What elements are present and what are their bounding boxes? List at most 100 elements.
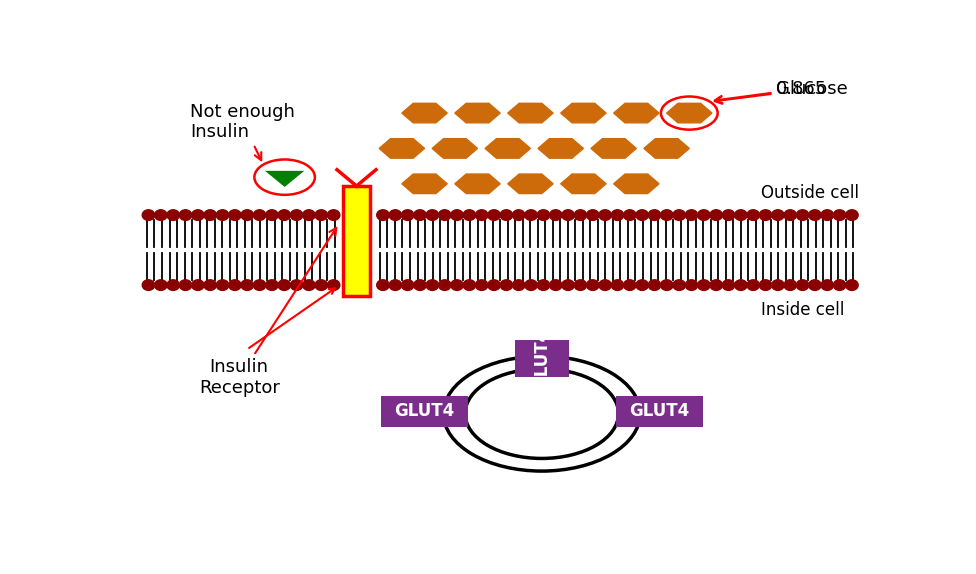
Ellipse shape <box>698 210 711 220</box>
Ellipse shape <box>562 280 574 290</box>
Ellipse shape <box>180 210 191 220</box>
Polygon shape <box>485 139 531 158</box>
Polygon shape <box>591 139 636 158</box>
Ellipse shape <box>537 280 549 290</box>
Ellipse shape <box>142 280 155 290</box>
Polygon shape <box>644 139 689 158</box>
Ellipse shape <box>488 210 501 220</box>
Ellipse shape <box>574 210 587 220</box>
Bar <box>616 395 703 427</box>
Ellipse shape <box>438 210 451 220</box>
Ellipse shape <box>611 280 624 290</box>
Ellipse shape <box>228 280 241 290</box>
Bar <box>381 395 468 427</box>
Polygon shape <box>667 103 712 123</box>
Text: Glucose: Glucose <box>714 80 848 104</box>
Ellipse shape <box>562 210 574 220</box>
Polygon shape <box>402 103 447 123</box>
Ellipse shape <box>290 280 303 290</box>
Ellipse shape <box>191 210 204 220</box>
Ellipse shape <box>414 280 427 290</box>
Ellipse shape <box>290 210 303 220</box>
Polygon shape <box>508 174 553 193</box>
Ellipse shape <box>525 210 538 220</box>
Bar <box>144 210 856 290</box>
Text: GLUT4: GLUT4 <box>533 328 550 389</box>
Ellipse shape <box>672 280 685 290</box>
Polygon shape <box>432 139 477 158</box>
Ellipse shape <box>772 210 784 220</box>
Ellipse shape <box>500 280 512 290</box>
Ellipse shape <box>167 280 180 290</box>
Ellipse shape <box>624 210 636 220</box>
Ellipse shape <box>587 210 599 220</box>
Polygon shape <box>379 139 425 158</box>
Ellipse shape <box>648 210 661 220</box>
Ellipse shape <box>672 210 685 220</box>
Ellipse shape <box>241 280 254 290</box>
Ellipse shape <box>772 280 784 290</box>
Ellipse shape <box>327 210 340 220</box>
Text: GLUT4: GLUT4 <box>629 402 689 420</box>
Polygon shape <box>455 103 501 123</box>
Ellipse shape <box>710 280 722 290</box>
Ellipse shape <box>265 280 278 290</box>
Ellipse shape <box>204 280 217 290</box>
Ellipse shape <box>315 280 328 290</box>
Ellipse shape <box>821 280 834 290</box>
Ellipse shape <box>254 210 265 220</box>
Ellipse shape <box>722 280 735 290</box>
Ellipse shape <box>587 280 599 290</box>
Ellipse shape <box>254 280 265 290</box>
Ellipse shape <box>809 280 821 290</box>
Ellipse shape <box>204 210 217 220</box>
Ellipse shape <box>217 280 228 290</box>
Ellipse shape <box>389 280 401 290</box>
Ellipse shape <box>228 210 241 220</box>
Ellipse shape <box>661 210 673 220</box>
Text: Inside cell: Inside cell <box>761 301 844 319</box>
Ellipse shape <box>303 210 315 220</box>
Ellipse shape <box>784 280 796 290</box>
Ellipse shape <box>427 210 438 220</box>
Ellipse shape <box>401 210 414 220</box>
Ellipse shape <box>735 210 747 220</box>
Ellipse shape <box>698 280 711 290</box>
Ellipse shape <box>747 210 759 220</box>
Ellipse shape <box>624 280 636 290</box>
Text: Insulin
Receptor: Insulin Receptor <box>199 228 337 397</box>
Ellipse shape <box>315 210 328 220</box>
Ellipse shape <box>549 210 562 220</box>
Ellipse shape <box>154 210 167 220</box>
Ellipse shape <box>735 280 747 290</box>
Ellipse shape <box>217 210 228 220</box>
Ellipse shape <box>525 280 538 290</box>
Ellipse shape <box>661 280 673 290</box>
Ellipse shape <box>327 280 340 290</box>
Ellipse shape <box>488 280 501 290</box>
Polygon shape <box>560 174 606 193</box>
Polygon shape <box>538 139 584 158</box>
Ellipse shape <box>389 210 401 220</box>
Ellipse shape <box>796 210 809 220</box>
Ellipse shape <box>537 210 549 220</box>
Ellipse shape <box>834 210 846 220</box>
Text: GLUT4: GLUT4 <box>394 402 455 420</box>
Text: Outside cell: Outside cell <box>761 184 859 201</box>
Ellipse shape <box>142 210 155 220</box>
Ellipse shape <box>599 280 611 290</box>
Ellipse shape <box>463 280 475 290</box>
Ellipse shape <box>759 280 772 290</box>
Ellipse shape <box>747 280 759 290</box>
Ellipse shape <box>265 210 278 220</box>
Ellipse shape <box>821 210 834 220</box>
Ellipse shape <box>809 210 821 220</box>
Text: Not enough
Insulin: Not enough Insulin <box>190 103 295 160</box>
Ellipse shape <box>438 280 451 290</box>
Ellipse shape <box>303 280 315 290</box>
Circle shape <box>466 369 619 459</box>
Ellipse shape <box>648 280 661 290</box>
Ellipse shape <box>278 280 291 290</box>
Polygon shape <box>614 174 659 193</box>
Ellipse shape <box>401 280 414 290</box>
